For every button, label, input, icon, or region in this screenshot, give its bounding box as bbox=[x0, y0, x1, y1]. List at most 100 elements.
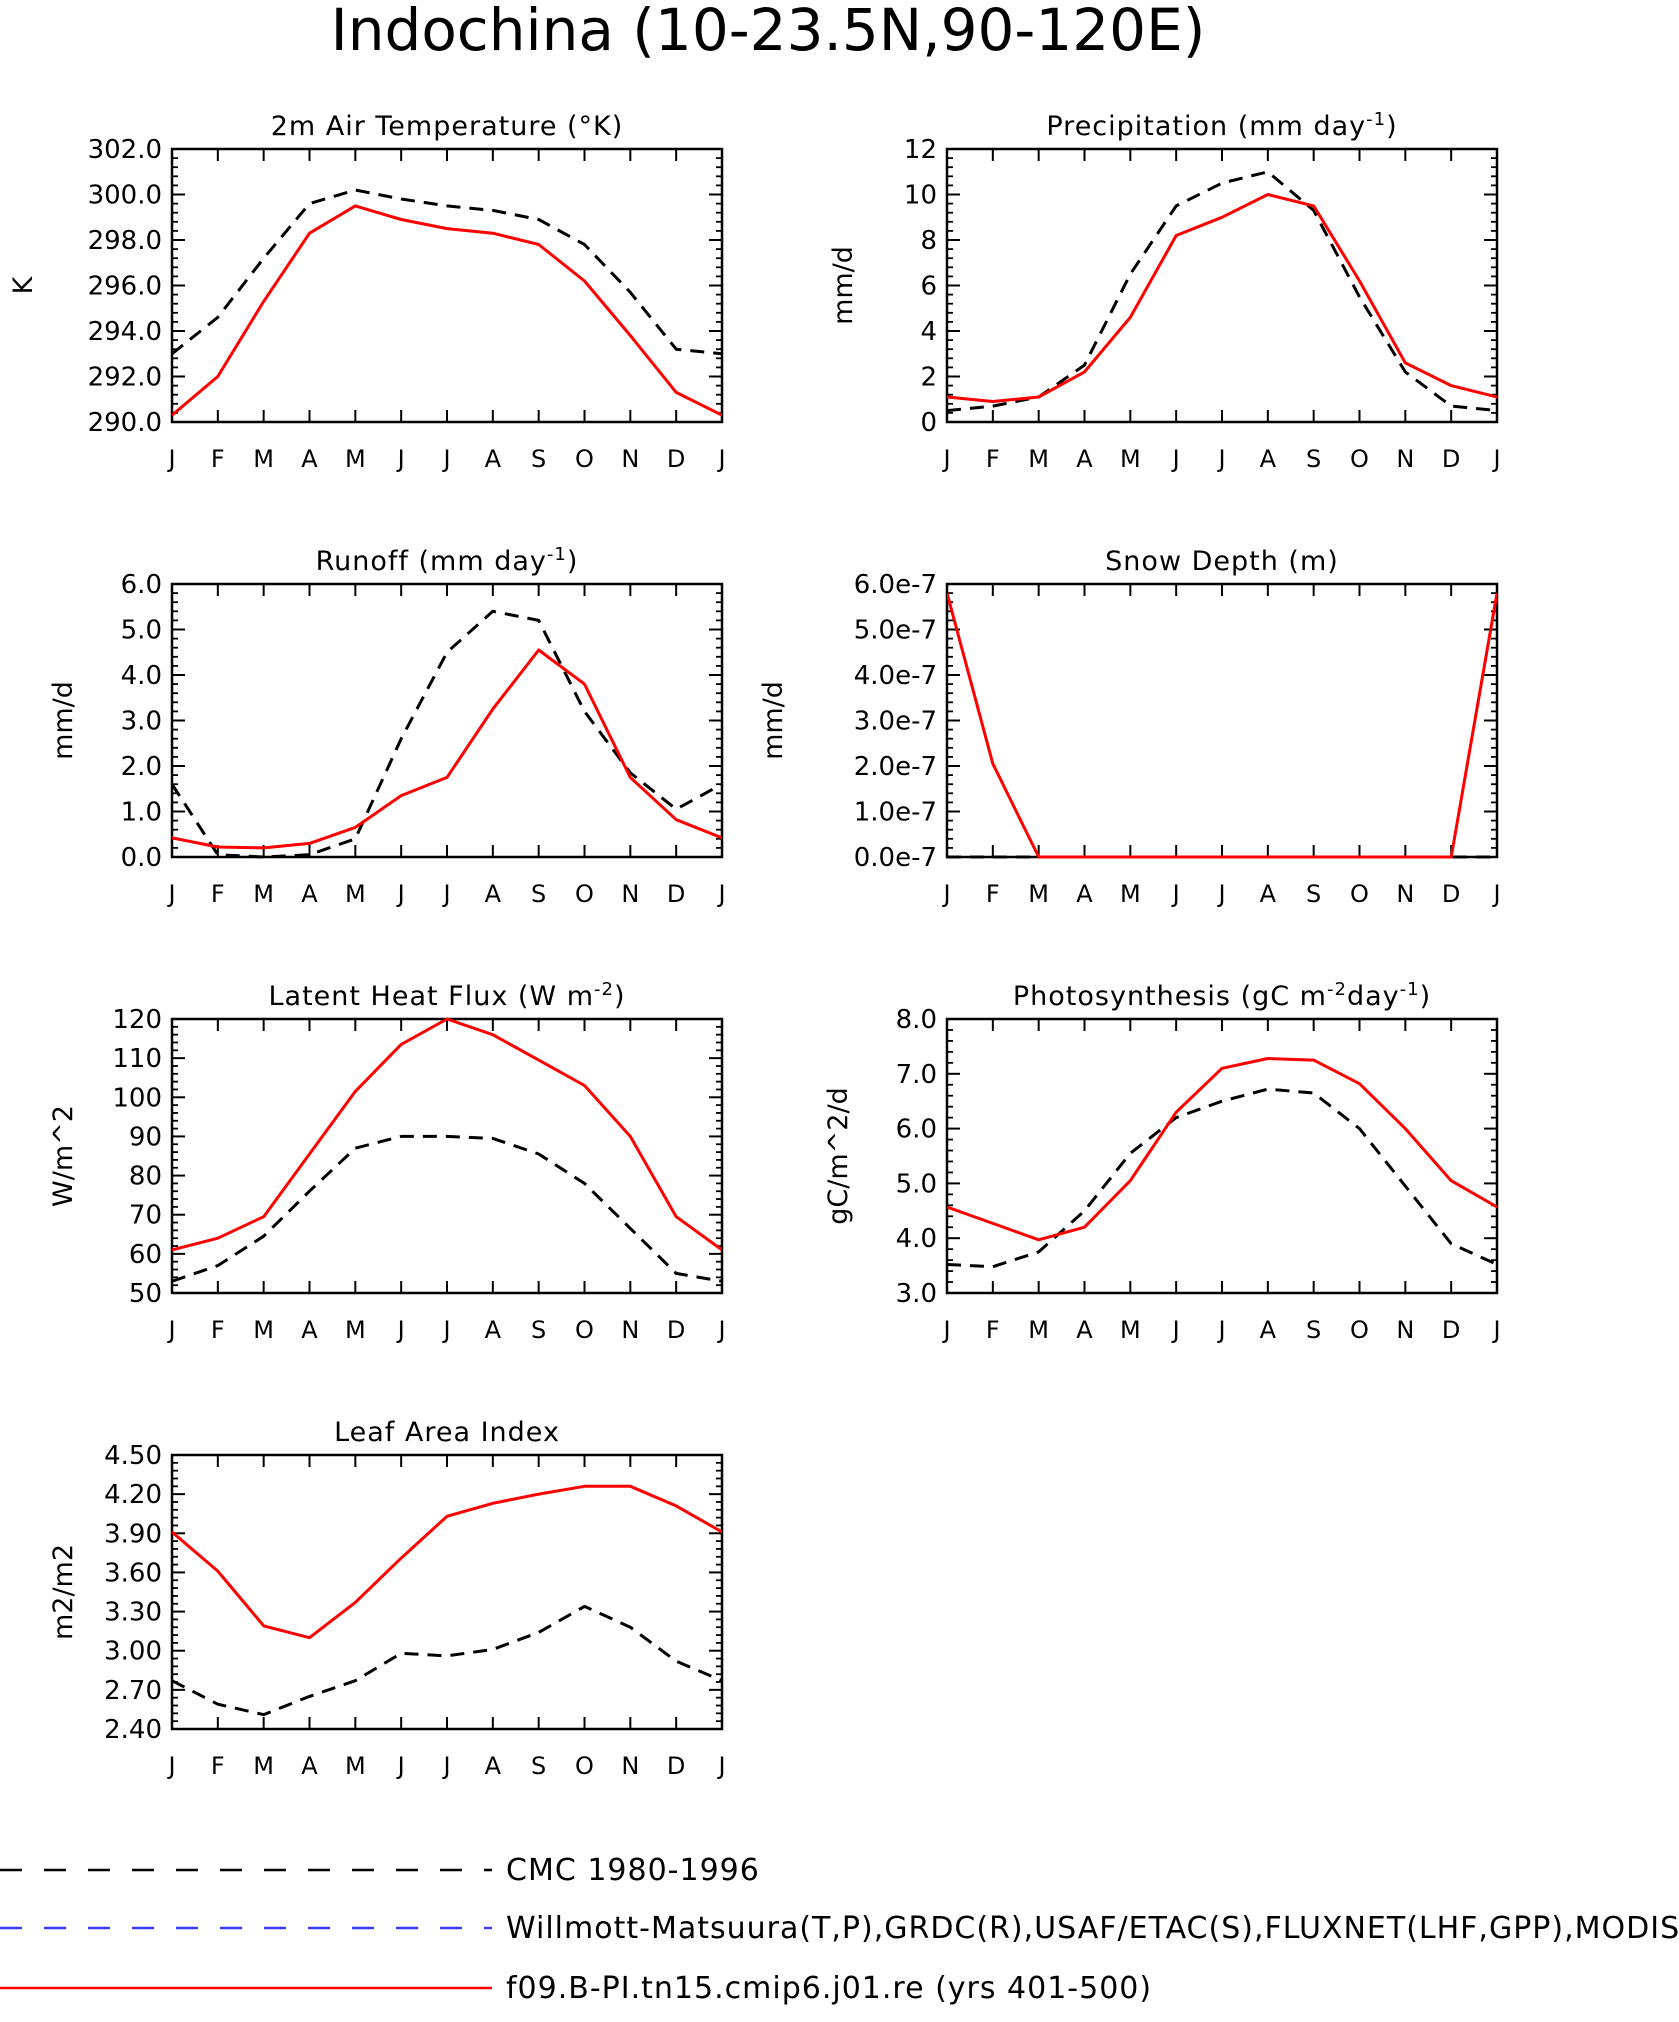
series-line-model bbox=[947, 1057, 1497, 1242]
series-line-model bbox=[172, 1484, 722, 1640]
y-tick-label: 3.30 bbox=[104, 1598, 162, 1628]
plot-frame bbox=[945, 1017, 1499, 1295]
x-tick-label: F bbox=[986, 445, 1000, 473]
x-tick-label: M bbox=[253, 445, 274, 473]
y-tick-label: 292.0 bbox=[88, 363, 162, 393]
y-axis-label: mm/d bbox=[48, 681, 79, 760]
series-line-cmc bbox=[172, 1604, 722, 1717]
x-tick-label: O bbox=[575, 445, 594, 473]
x-tick-label: M bbox=[1028, 445, 1049, 473]
y-tick-label: 6.0 bbox=[121, 570, 162, 600]
legend-label-1: CMC 1980-1996 bbox=[506, 1853, 760, 1888]
y-tick-label: 8.0 bbox=[896, 1005, 937, 1035]
x-tick-label: M bbox=[253, 1316, 274, 1344]
panel-title: Snow Depth (m) bbox=[1105, 546, 1339, 577]
y-tick-label: 296.0 bbox=[88, 272, 162, 302]
x-tick-label: F bbox=[986, 1316, 1000, 1344]
series-line-model bbox=[172, 648, 722, 850]
x-tick-label: M bbox=[253, 880, 274, 908]
y-tick-label: 60 bbox=[129, 1240, 162, 1270]
y-tick-label: 1.0 bbox=[121, 798, 162, 828]
x-tick-label: J bbox=[396, 1316, 405, 1344]
y-tick-label: 290.0 bbox=[88, 408, 162, 438]
x-tick-label: A bbox=[301, 880, 318, 908]
x-tick-label: A bbox=[485, 445, 502, 473]
x-tick-label: J bbox=[1491, 880, 1500, 908]
x-tick-label: D bbox=[1442, 445, 1460, 473]
x-tick-label: J bbox=[941, 445, 950, 473]
y-tick-label: 294.0 bbox=[88, 317, 162, 347]
x-tick-label: J bbox=[1171, 880, 1180, 908]
y-axis-label: mm/d bbox=[758, 681, 789, 760]
panel-title: Latent Heat Flux (W m-2) bbox=[268, 979, 625, 1013]
x-tick-label: O bbox=[1350, 1316, 1369, 1344]
y-tick-label: 3.90 bbox=[104, 1519, 162, 1549]
y-tick-label: 298.0 bbox=[88, 226, 162, 256]
x-tick-label: J bbox=[1216, 880, 1225, 908]
y-tick-label: 6.0e-7 bbox=[854, 570, 937, 600]
y-axis-label: W/m^2 bbox=[48, 1105, 79, 1207]
y-tick-label: 2.40 bbox=[104, 1715, 162, 1745]
plot-frame bbox=[945, 147, 1499, 424]
y-tick-label: 7.0 bbox=[896, 1060, 937, 1090]
y-axis-label: mm/d bbox=[828, 246, 859, 325]
y-tick-label: 120 bbox=[112, 1005, 162, 1035]
x-tick-label: M bbox=[1028, 880, 1049, 908]
x-tick-label: A bbox=[1260, 880, 1277, 908]
panel-title: Leaf Area Index bbox=[334, 1417, 560, 1448]
x-tick-label: J bbox=[441, 880, 450, 908]
series-line-cmc bbox=[172, 609, 722, 859]
y-tick-label: 4.0 bbox=[896, 1224, 937, 1254]
x-tick-label: J bbox=[441, 1316, 450, 1344]
x-tick-label: J bbox=[716, 1316, 725, 1344]
x-tick-label: S bbox=[531, 1316, 546, 1344]
y-tick-label: 2.0 bbox=[121, 752, 162, 782]
y-tick-label: 90 bbox=[129, 1122, 162, 1152]
series-line-model bbox=[947, 592, 1497, 859]
x-tick-label: A bbox=[485, 1316, 502, 1344]
plot-frame bbox=[170, 1453, 724, 1731]
x-tick-label: O bbox=[575, 1752, 594, 1780]
x-tick-label: M bbox=[1028, 1316, 1049, 1344]
x-tick-label: J bbox=[396, 880, 405, 908]
chart-panel-6: 3.04.05.06.07.08.0J F M A M J J A S O N D JPhotosynt… bbox=[823, 979, 1501, 1345]
x-tick-label: J bbox=[1171, 1316, 1180, 1344]
y-tick-label: 3.0 bbox=[121, 707, 162, 737]
y-tick-label: 0.0e-7 bbox=[854, 843, 937, 873]
x-tick-label: O bbox=[1350, 445, 1369, 473]
x-tick-label: M bbox=[345, 1752, 366, 1780]
y-axis-label: m2/m2 bbox=[48, 1544, 79, 1640]
x-tick-label: J bbox=[1216, 1316, 1225, 1344]
x-tick-label: M bbox=[1120, 880, 1141, 908]
y-tick-label: 5.0e-7 bbox=[854, 616, 937, 646]
x-tick-label: F bbox=[211, 1316, 225, 1344]
x-tick-label: J bbox=[1491, 1316, 1500, 1344]
y-tick-label: 0.0 bbox=[121, 843, 162, 873]
y-tick-label: 3.0 bbox=[896, 1279, 937, 1309]
x-tick-label: J bbox=[441, 1752, 450, 1780]
legend: CMC 1980-1996 Willmott-Matsuura(T,P),GRDC… bbox=[0, 1853, 1679, 2006]
legend-label-3: f09.B-PI.tn15.cmip6.j01.re (yrs 401-500) bbox=[506, 1971, 1152, 2006]
x-tick-label: D bbox=[667, 1316, 685, 1344]
y-tick-label: 302.0 bbox=[88, 135, 162, 165]
y-tick-label: 4.0e-7 bbox=[854, 661, 937, 691]
x-tick-label: M bbox=[1120, 1316, 1141, 1344]
chart-panel-4: 0.0e-7 1.0e-7 2.0e-7 3.0e-7 4.0e-7 5.0e-7 6.0e… bbox=[758, 546, 1501, 908]
x-tick-label: J bbox=[1216, 445, 1225, 473]
series-line-model bbox=[172, 204, 722, 417]
plot-frame bbox=[170, 1017, 724, 1295]
y-tick-label: 50 bbox=[129, 1279, 162, 1309]
x-tick-label: J bbox=[1491, 445, 1500, 473]
y-tick-label: 4.50 bbox=[104, 1441, 162, 1471]
y-tick-label: 70 bbox=[129, 1201, 162, 1231]
panel-title: Photosynthesis (gC m-2day-1) bbox=[1013, 979, 1431, 1013]
x-tick-label: M bbox=[345, 1316, 366, 1344]
x-tick-label: D bbox=[1442, 880, 1460, 908]
x-tick-label: J bbox=[441, 445, 450, 473]
x-tick-label: D bbox=[667, 1752, 685, 1780]
y-tick-label: 100 bbox=[112, 1083, 162, 1113]
